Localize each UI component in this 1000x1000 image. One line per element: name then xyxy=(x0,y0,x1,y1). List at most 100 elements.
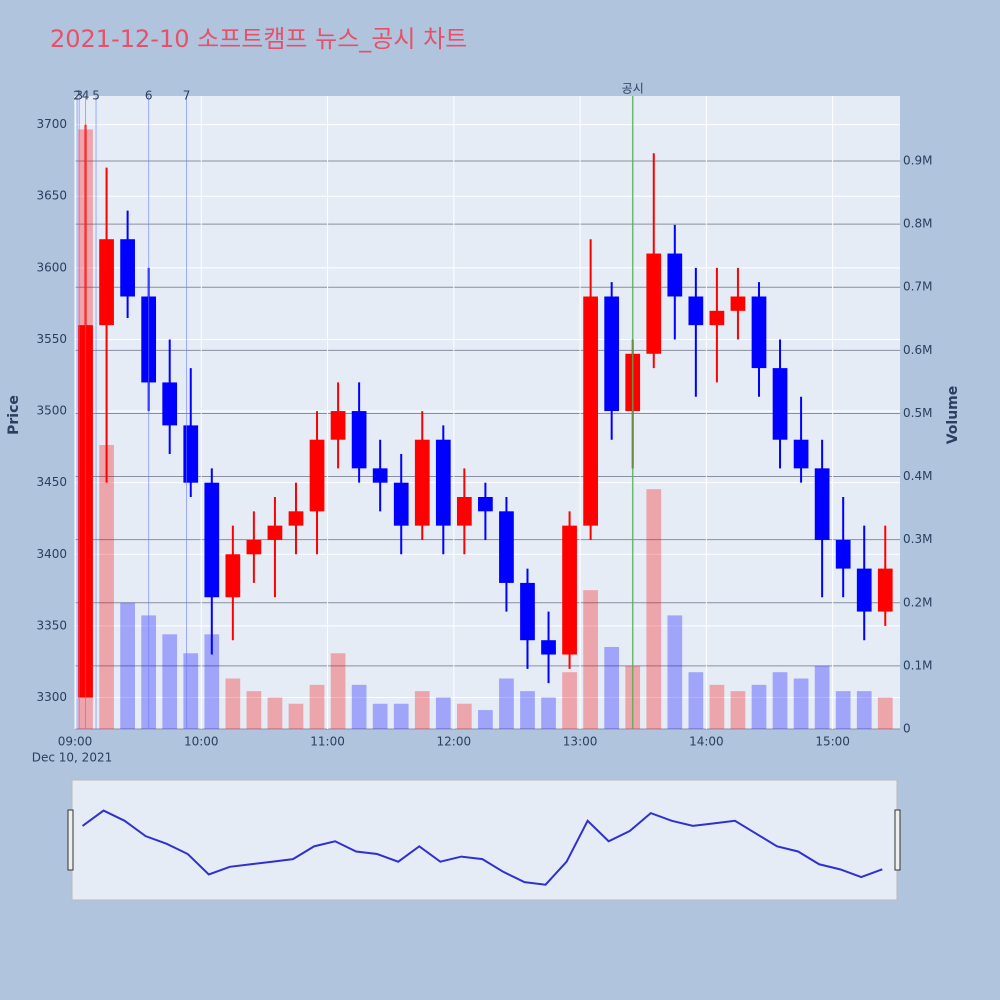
y-tick-label: 3400 xyxy=(36,547,67,561)
volume-bar xyxy=(456,703,472,729)
candle-body xyxy=(688,296,704,326)
candle-body xyxy=(499,511,514,583)
candle-body xyxy=(99,239,114,326)
range-slider[interactable] xyxy=(71,779,898,901)
candle-body xyxy=(877,568,893,612)
volume-bar xyxy=(435,697,451,729)
y-tick-label: 3300 xyxy=(36,690,67,704)
x-tick-label: 09:00 xyxy=(58,735,93,749)
y-axis-title: Price xyxy=(6,395,22,435)
candle-body xyxy=(162,382,178,426)
x-tick-label: 13:00 xyxy=(563,735,598,749)
candle-body xyxy=(351,411,367,469)
volume-bar xyxy=(730,691,746,729)
candle-body xyxy=(435,439,451,526)
y-tick-label: 3650 xyxy=(36,189,67,203)
candle-body xyxy=(288,511,304,526)
candle-body xyxy=(709,310,725,326)
volume-bar xyxy=(520,691,535,729)
volume-bar xyxy=(604,646,620,729)
volume-bar xyxy=(499,678,514,729)
range-handle-left xyxy=(67,809,74,871)
range-handle-right xyxy=(894,809,901,871)
volume-bar xyxy=(162,634,178,729)
volume-bar xyxy=(751,684,767,729)
candle-body xyxy=(330,411,346,440)
y2-tick-label: 0.1M xyxy=(903,658,932,672)
volume-bar xyxy=(183,653,199,729)
y2-tick-label: 0.2M xyxy=(903,595,932,609)
candle-body xyxy=(309,439,325,512)
volume-bar xyxy=(856,691,872,729)
news-label: 4 xyxy=(82,89,90,103)
volume-bar xyxy=(330,653,346,729)
x-tick-label: 10:00 xyxy=(184,735,219,749)
candle-body xyxy=(225,554,241,598)
x-tick-label: 14:00 xyxy=(689,735,724,749)
candle-body xyxy=(583,296,598,526)
volume-bar xyxy=(583,590,598,729)
y-tick-label: 3700 xyxy=(36,117,67,131)
volume-bar xyxy=(246,691,262,729)
chart-title: 2021-12-10 소프트캠프 뉴스_공시 차트 xyxy=(50,25,467,53)
candle-body xyxy=(414,439,430,526)
candle-body xyxy=(246,539,262,555)
disclosure-label: 공시 xyxy=(622,82,644,96)
candle-body xyxy=(478,496,493,512)
candle-body xyxy=(835,539,851,569)
candle-body xyxy=(772,368,788,440)
y2-tick-label: 0 xyxy=(903,722,911,736)
volume-bar xyxy=(309,684,325,729)
candle-body xyxy=(372,468,388,483)
y-tick-label: 3600 xyxy=(36,260,67,274)
news-label: 2 xyxy=(73,89,81,103)
volume-bar xyxy=(688,672,704,729)
volume-bar xyxy=(204,634,220,729)
y-tick-label: 3500 xyxy=(36,404,67,418)
x-sublabel: Dec 10, 2021 xyxy=(32,751,112,765)
volume-bar xyxy=(709,684,725,729)
y-tick-label: 3450 xyxy=(36,475,67,489)
y2-tick-label: 0.4M xyxy=(903,469,932,483)
y2-tick-label: 0.5M xyxy=(903,406,932,420)
candle-body xyxy=(393,482,409,526)
candle-body xyxy=(856,568,872,612)
candle-body xyxy=(562,525,577,655)
candle-body xyxy=(793,439,809,469)
volume-bar xyxy=(667,615,683,729)
candle-body xyxy=(120,239,135,297)
y2-tick-label: 0.7M xyxy=(903,280,932,294)
volume-bar xyxy=(393,703,409,729)
x-tick-label: 12:00 xyxy=(437,735,472,749)
volume-bar xyxy=(646,489,662,729)
candle-body xyxy=(646,253,662,354)
candle-body xyxy=(267,525,283,540)
news-label: 3 xyxy=(75,89,83,103)
y2-tick-label: 0.6M xyxy=(903,343,932,357)
candle-body xyxy=(814,468,830,540)
y2-tick-label: 0.3M xyxy=(903,532,932,546)
volume-bar xyxy=(351,684,367,729)
candle-body xyxy=(541,640,556,655)
y2-axis-title: Volume xyxy=(945,386,961,445)
volume-bar xyxy=(225,678,241,729)
candle-body xyxy=(456,496,472,526)
candle-body xyxy=(667,253,683,297)
x-tick-label: 15:00 xyxy=(815,735,850,749)
volume-bar xyxy=(99,445,114,729)
volume-bar xyxy=(562,672,577,729)
candle-body xyxy=(183,425,199,483)
range-slider-line xyxy=(81,809,883,886)
y2-tick-label: 0.9M xyxy=(903,154,932,168)
news-label: 6 xyxy=(145,89,153,103)
volume-bar xyxy=(877,697,893,729)
volume-bar xyxy=(835,691,851,729)
news-label: 7 xyxy=(183,89,191,103)
candle-body xyxy=(730,296,746,311)
volume-bar xyxy=(814,665,830,729)
news-label: 5 xyxy=(92,89,100,103)
volume-bar xyxy=(267,697,283,729)
y2-tick-label: 0.8M xyxy=(903,217,932,231)
y-tick-label: 3550 xyxy=(36,332,67,346)
